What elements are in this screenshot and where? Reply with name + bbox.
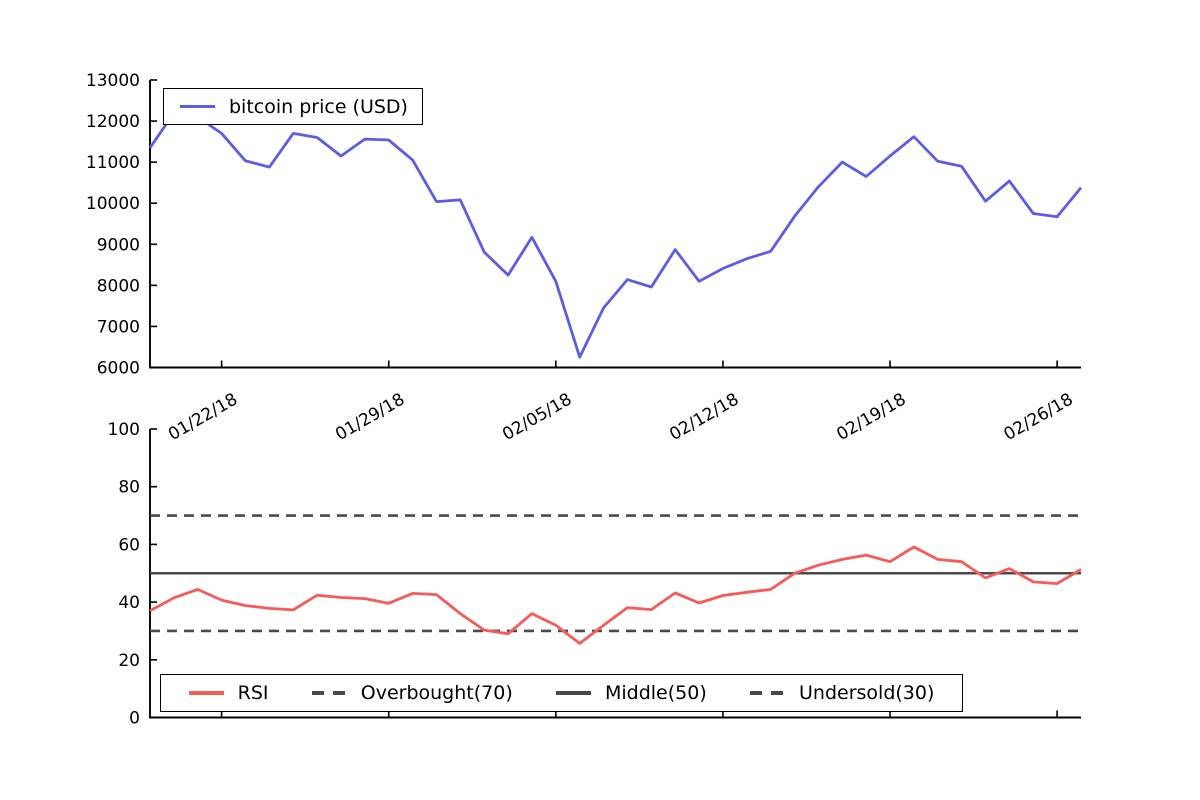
legend-price: bitcoin price (USD) — [163, 88, 423, 125]
rsi-chart-ytick-label: 20 — [118, 651, 140, 671]
middle-legend-label: Middle(50) — [604, 682, 707, 704]
rsi-chart-ytick-label: 80 — [118, 478, 140, 498]
bitcoin-price-chart-xtick-label: 01/22/18 — [165, 390, 241, 446]
undersold-legend-label: Undersold(30) — [799, 682, 935, 704]
bitcoin-price-chart-ytick-label: 11000 — [86, 153, 140, 173]
middle-line-swatch — [555, 691, 591, 695]
price-legend-label: bitcoin price (USD) — [229, 95, 408, 118]
rsi-line — [149, 545, 1082, 645]
undersold-line-swatch — [750, 691, 785, 695]
bitcoin-price-usd--line — [148, 111, 1083, 359]
price-line-swatch — [180, 104, 215, 109]
bitcoin-price-chart-xtick-label: 02/12/18 — [666, 390, 742, 446]
rsi-chart-ytick-label: 0 — [129, 709, 140, 729]
bitcoin-price-chart-xtick-label: 02/05/18 — [499, 390, 575, 446]
bitcoin-price-chart-ytick-label: 13000 — [86, 71, 140, 91]
overbought-line-swatch — [311, 691, 347, 695]
rsi-legend-label: RSI — [237, 682, 269, 704]
overbought-legend-label: Overbought(70) — [360, 682, 513, 704]
bitcoin-price-chart-ytick-label: 7000 — [97, 317, 140, 337]
bitcoin-price-chart-xtick-label: 01/29/18 — [332, 390, 408, 446]
legend-entry-rsi: RSI — [188, 682, 269, 704]
bitcoin-price-chart-ytick-label: 6000 — [97, 359, 140, 379]
legend-entry-undersold: Undersold(30) — [750, 682, 934, 704]
legend-entry-price: bitcoin price (USD) — [180, 96, 408, 118]
bitcoin-price-chart-ytick-label: 12000 — [86, 112, 140, 132]
bitcoin-price-chart-ytick-label: 8000 — [97, 276, 140, 296]
bitcoin-price-chart-xtick-label: 02/19/18 — [833, 390, 909, 446]
rsi-chart-ytick-label: 40 — [118, 593, 140, 613]
legend-entry-middle: Middle(50) — [555, 682, 707, 704]
rsi-line-swatch — [188, 691, 224, 695]
bitcoin-price-chart-xtick-label: 02/26/18 — [1000, 390, 1076, 446]
rsi-chart-ytick-label: 60 — [118, 535, 140, 555]
rsi-chart-ytick-label: 100 — [108, 420, 140, 440]
legend-rsi: RSI Overbought(70) Middle(50) Undersold(… — [160, 674, 963, 712]
legend-entry-overbought: Overbought(70) — [311, 682, 513, 704]
bitcoin-price-chart-ytick-label: 9000 — [97, 235, 140, 255]
bitcoin-price-chart-ytick-label: 10000 — [86, 194, 140, 214]
